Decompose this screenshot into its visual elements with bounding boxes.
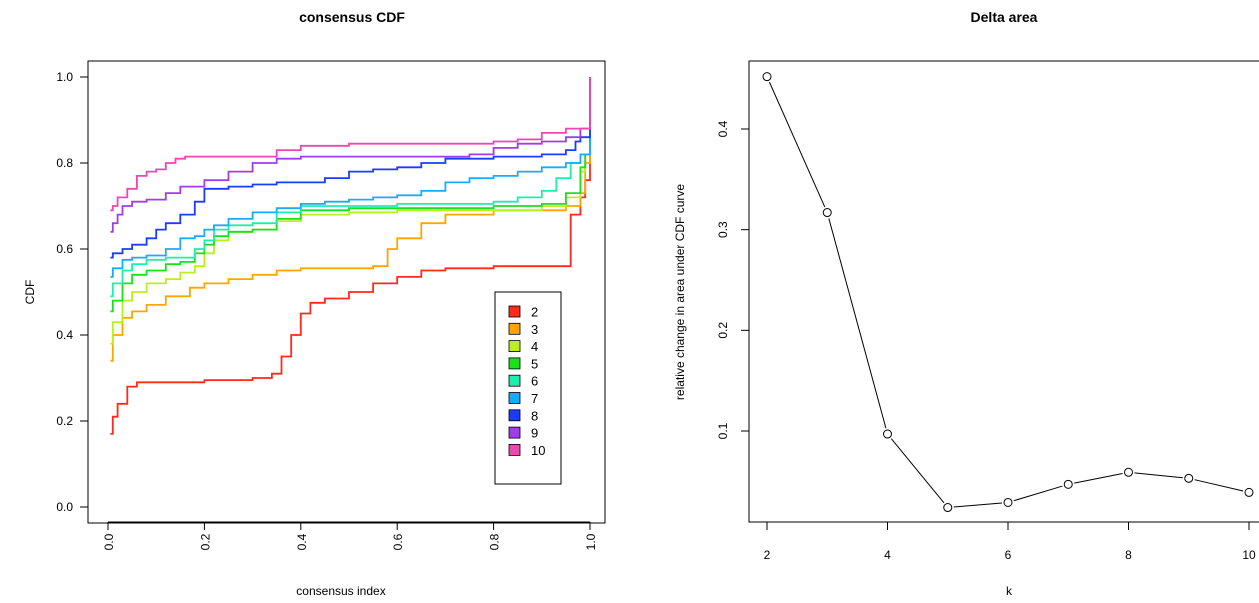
delta-area-segment <box>1013 485 1063 502</box>
right-chart-title: Delta area <box>971 9 1038 25</box>
right-y-tick-label: 0.4 <box>716 120 730 137</box>
right-series-line <box>762 72 1254 513</box>
left-series-lines <box>110 77 591 435</box>
left-chart-title: consensus CDF <box>299 9 405 25</box>
delta-area-point-k6 <box>1003 497 1013 507</box>
legend-swatch-k9 <box>508 426 521 439</box>
legend-swatch-k6 <box>508 374 521 387</box>
right-x-axis: 2 4 6 8 10 <box>764 521 1256 562</box>
right-y-axis: 0.1 0.2 0.3 0.4 <box>716 120 750 439</box>
cdf-line-k2 <box>110 77 591 435</box>
cdf-line-k3 <box>110 77 591 362</box>
right-y-tick-label: 0.3 <box>716 221 730 238</box>
cdf-line-k5 <box>110 77 591 313</box>
legend-label-k8: 8 <box>531 408 538 423</box>
left-y-tick-label: 0.0 <box>56 500 73 514</box>
delta-area-point-k2 <box>762 72 772 82</box>
right-x-tick-label: 2 <box>764 548 771 562</box>
left-x-tick-label: 0.0 <box>102 533 116 550</box>
right-y-tick-label: 0.1 <box>716 422 730 439</box>
delta-area-point-k3 <box>822 208 832 218</box>
right-plot-frame <box>748 60 1259 523</box>
delta-area-point-k9 <box>1184 473 1194 483</box>
delta-area-segment <box>1074 472 1123 484</box>
legend-label-k3: 3 <box>531 322 538 337</box>
delta-area-segment <box>1194 479 1244 492</box>
legend-label-k4: 4 <box>531 339 538 354</box>
left-x-axis: 0.0 0.2 0.4 0.6 0.8 1.0 <box>102 521 598 550</box>
delta-area-point-k7 <box>1063 479 1073 489</box>
legend-swatch-k4 <box>508 340 521 353</box>
left-y-tick-label: 0.8 <box>56 156 73 170</box>
delta-area-segment <box>828 218 887 429</box>
right-x-tick-label: 8 <box>1125 548 1132 562</box>
left-x-axis-label: consensus index <box>296 584 385 598</box>
left-y-tick-label: 0.2 <box>56 414 73 428</box>
legend-swatch-k3 <box>508 322 521 335</box>
cdf-line-k8 <box>110 77 591 259</box>
legend-label-k7: 7 <box>531 391 538 406</box>
left-x-tick-label: 1.0 <box>584 533 598 550</box>
delta-area-segment <box>890 438 945 504</box>
left-y-axis: 0.0 0.2 0.4 0.6 0.8 1.0 <box>56 70 89 514</box>
delta-area-panel: Delta area 2 4 6 8 10 0.1 0.2 0.3 0.4 k relativ… <box>673 9 1259 598</box>
legend-box <box>494 291 562 485</box>
cdf-line-k6 <box>110 77 591 298</box>
left-y-tick-label: 1.0 <box>56 70 73 84</box>
delta-area-point-k10 <box>1244 487 1254 497</box>
delta-area-point-k4 <box>883 429 892 439</box>
legend-label-k2: 2 <box>531 305 538 320</box>
cdf-line-k10 <box>110 77 591 212</box>
consensus-cdf-panel: consensus CDF 0.0 0.2 0.4 0.6 0.8 1.0 0.00.20… <box>23 9 606 598</box>
legend-swatch-k8 <box>508 409 521 422</box>
left-x-tick-label: 0.2 <box>198 533 212 550</box>
delta-area-segment <box>953 502 1003 508</box>
left-y-axis-label: CDF <box>23 280 37 305</box>
right-y-tick-label: 0.2 <box>716 322 730 339</box>
right-y-axis-label: relative change in area under CDF curve <box>673 184 687 400</box>
legend-swatch-k7 <box>508 392 521 404</box>
legend-swatch-k5 <box>508 357 521 370</box>
legend-label-k6: 6 <box>531 374 538 389</box>
left-y-tick-label: 0.6 <box>56 242 73 256</box>
delta-area-point-k8 <box>1124 467 1133 477</box>
delta-area-segment <box>1134 472 1183 479</box>
legend: 2 3 4 5 6 7 8 9 10 <box>494 291 562 485</box>
legend-swatch-k2 <box>508 305 521 318</box>
cdf-line-k9 <box>110 77 591 233</box>
right-x-tick-label: 4 <box>884 548 891 562</box>
legend-label-k9: 9 <box>531 426 538 441</box>
delta-area-point-k5 <box>943 503 953 513</box>
left-x-tick-label: 0.4 <box>295 533 309 550</box>
right-x-axis-label: k <box>1006 584 1013 598</box>
right-x-tick-label: 6 <box>1005 548 1012 562</box>
left-x-tick-label: 0.8 <box>488 533 502 550</box>
legend-swatch-k10 <box>508 443 521 456</box>
legend-label-k10: 10 <box>531 443 545 458</box>
cdf-line-k7 <box>110 77 591 278</box>
left-x-tick-label: 0.6 <box>391 533 405 550</box>
right-x-tick-label: 10 <box>1242 548 1256 562</box>
left-y-tick-label: 0.4 <box>56 328 73 342</box>
delta-area-segment <box>768 81 826 208</box>
legend-label-k5: 5 <box>531 356 538 371</box>
